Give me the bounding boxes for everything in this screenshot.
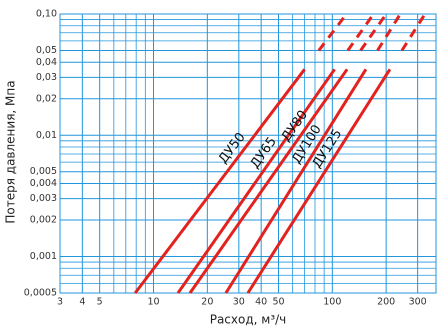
y-tick-label: 0,02: [36, 93, 57, 104]
y-tick-label: 0,001: [30, 251, 57, 262]
y-tick-label: 0,10: [36, 9, 57, 20]
x-tick-label: 3: [57, 297, 63, 308]
flow-line: [188, 68, 349, 294]
flow-line: [317, 13, 348, 52]
flow-line: [346, 13, 375, 52]
y-tick-label: 0,004: [30, 178, 57, 189]
y-tick-label: 0,04: [36, 57, 57, 68]
x-tick-label: 5: [97, 297, 103, 308]
x-tick-label: 4: [79, 297, 85, 308]
y-axis-title: Потеря давления, Мпа: [4, 80, 18, 223]
flow-line: [376, 13, 402, 52]
y-tick-label: 0,03: [36, 72, 57, 83]
y-tick-label: 0,005: [30, 166, 57, 177]
flow-line: [134, 68, 306, 294]
x-axis-title: Расход, м³/ч: [210, 313, 287, 327]
flow-line: [359, 13, 388, 52]
flow-line: [246, 68, 392, 294]
x-tick-label: 10: [147, 297, 159, 308]
y-tick-label: 0,05: [36, 45, 57, 56]
flow-line: [400, 13, 427, 52]
x-tick-label: 50: [272, 297, 284, 308]
flow-line: [224, 68, 368, 294]
y-tick-label: 0,002: [30, 215, 57, 226]
x-tick-label: 40: [255, 297, 267, 308]
x-tick-label: 300: [409, 297, 427, 308]
y-tick-label: 0,01: [36, 130, 57, 141]
x-tick-label: 100: [323, 297, 341, 308]
flow-line: [176, 68, 336, 294]
y-tick-label: 0,0005: [24, 288, 57, 299]
x-tick-label: 30: [233, 297, 245, 308]
x-tick-label: 20: [201, 297, 213, 308]
y-tick-label: 0,003: [30, 193, 57, 204]
plot-frame: [59, 13, 437, 294]
x-tick-label: 200: [377, 297, 395, 308]
